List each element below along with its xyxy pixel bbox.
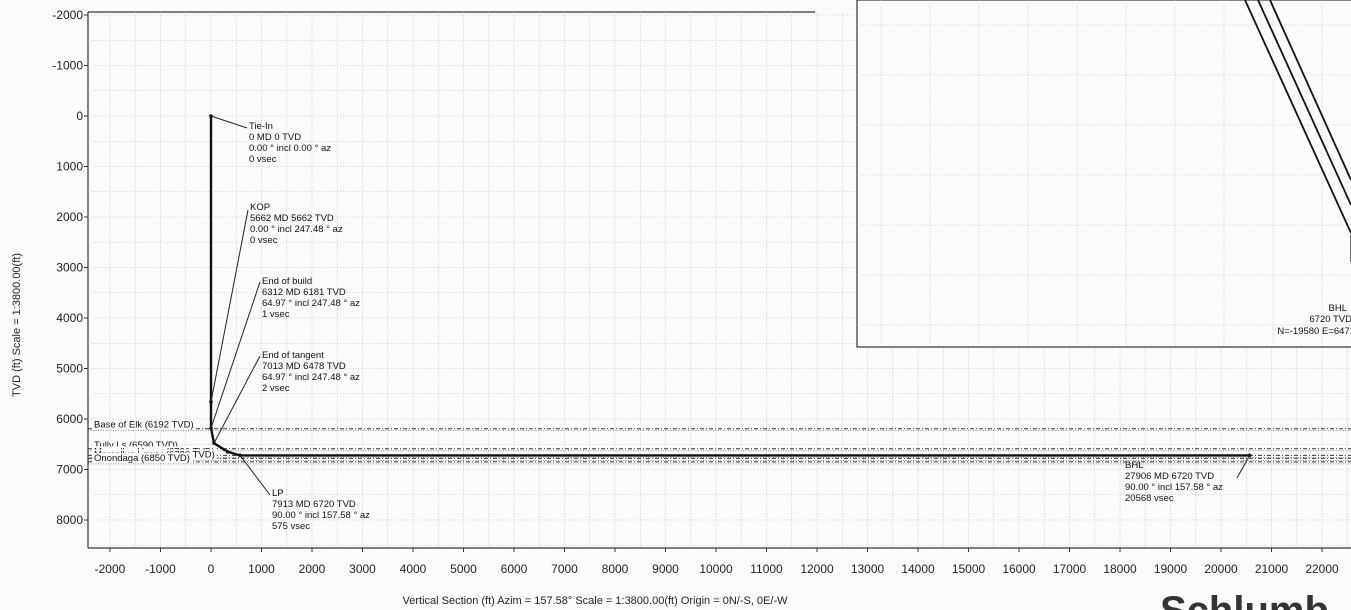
y-tick-label: 5000: [56, 362, 83, 376]
annotation-text: 0 MD 0 TVD: [249, 132, 301, 143]
well-path-point: [212, 441, 216, 445]
formation-labels: Base of Elk (6192 TVD) Tully Ls (6590 TVD…: [92, 419, 217, 464]
x-tick-label: 8000: [602, 562, 629, 576]
x-tick-label: 15000: [952, 562, 986, 576]
y-tick-label: 6000: [56, 412, 83, 426]
annotation-text: 20568 vsec: [1125, 493, 1174, 504]
x-tick-label: 20000: [1204, 562, 1238, 576]
annotation-leader: [210, 115, 248, 129]
formation-label-background: [92, 419, 196, 430]
formation-label: Base of Elk (6192 TVD): [94, 420, 194, 431]
annotation-text: 575 vsec: [272, 521, 310, 532]
x-tick-label: 18000: [1103, 562, 1137, 576]
annotation-text: 6312 MD 6181 TVD: [262, 287, 346, 298]
inset-frame: [856, 0, 1351, 348]
y-tick-label: 1000: [56, 160, 83, 174]
annotation-text: 7013 MD 6478 TVD: [262, 361, 346, 372]
x-tick-label: 4000: [400, 562, 427, 576]
x-tick-label: 2000: [299, 562, 326, 576]
y-tick-labels: -2000 -1000 0 1000 2000 3000 4000 5000 6000 7000 8…: [52, 8, 83, 527]
y-tick-label: -2000: [52, 8, 83, 22]
x-tick-label: 12000: [800, 562, 834, 576]
annotation-leader: [210, 281, 261, 429]
inset-lateral-path: [1257, 0, 1351, 206]
annotation-leaders: [210, 115, 1251, 496]
annotation-leader: [1236, 455, 1251, 479]
annotation-text: 7913 MD 6720 TVD: [272, 499, 356, 510]
annotation-text: End of tangent: [262, 350, 324, 361]
x-tick-label: 9000: [652, 562, 679, 576]
x-tick-label: 7000: [551, 562, 578, 576]
y-tick-label: 4000: [56, 311, 83, 325]
annotation-text: 0 vsec: [250, 235, 278, 246]
y-tick-label: 3000: [56, 261, 83, 275]
y-tick-label: 8000: [56, 513, 83, 527]
annotation-leader: [210, 209, 249, 403]
inset-label: BHL: [1329, 303, 1347, 314]
x-tick-label: 10000: [699, 562, 733, 576]
x-tick-label: 22000: [1305, 562, 1339, 576]
well-path-point: [209, 400, 213, 404]
y-tick-label: 7000: [56, 463, 83, 477]
annotation-text: 90.00 ° incl 157.58 ° az: [272, 510, 370, 521]
x-tick-label: 6000: [501, 562, 528, 576]
annotation-text: KOP: [250, 202, 270, 213]
annotation-text: LP: [272, 488, 284, 499]
formation-label: Tully Ls (6590 TVD): [94, 440, 178, 451]
y-tick-label: -1000: [52, 59, 83, 73]
y-tick-label: 0: [76, 109, 83, 123]
formation-label-background: [92, 452, 192, 463]
x-tick-label: 14000: [901, 562, 935, 576]
x-tick-label: 16000: [1002, 562, 1036, 576]
well-path-point: [225, 450, 230, 454]
x-tick-label: 21000: [1255, 562, 1289, 576]
formation-label-background: [92, 439, 180, 450]
x-tick-label: 17000: [1053, 562, 1087, 576]
y-axis-title: TVD (ft) Scale = 1:3800.00(ft): [11, 253, 23, 397]
inset-label: N=-19580 E=6471: [1277, 326, 1351, 337]
annotation-text: 0.00 ° incl 247.48 ° az: [250, 224, 343, 235]
x-tick-label: 3000: [349, 562, 376, 576]
x-tick-label: 5000: [450, 562, 477, 576]
x-tick-label: -2000: [95, 562, 126, 576]
x-tick-label: 19000: [1154, 562, 1188, 576]
annotation-leader: [213, 355, 261, 444]
x-tick-label: 13000: [851, 562, 885, 576]
annotation-text: 0.00 ° incl 0.00 ° az: [249, 143, 331, 154]
annotation-text: 5662 MD 5662 TVD: [250, 213, 334, 224]
formation-label: Onondaga (6850 TVD): [94, 453, 190, 464]
annotation-text: 64.97 ° incl 247.48 ° az: [262, 372, 360, 383]
annotation-text: 1 vsec: [262, 309, 290, 320]
annotation-text: 0 vsec: [249, 154, 277, 165]
x-tick-label: 1000: [248, 562, 275, 576]
annotation-text: 2 vsec: [262, 383, 290, 394]
annotation-text: End of build: [262, 276, 312, 287]
annotation-leader: [239, 455, 271, 496]
x-tick-label: 0: [208, 562, 215, 576]
annotation-text: 27906 MD 6720 TVD: [1125, 471, 1214, 482]
x-axis-title: Vertical Section (ft) Azim = 157.58° Sca…: [403, 595, 789, 607]
company-logo: Schlumb: [1160, 589, 1329, 610]
x-tick-labels: -2000 -1000 0 1000 2000 3000 4000 5000 6000 7000 8…: [95, 562, 1339, 576]
annotation-text: Tie-In: [249, 121, 273, 132]
y-tick-label: 2000: [56, 210, 83, 224]
inset-lateral-path: [1269, 0, 1351, 181]
annotation-text: 90.00 ° incl 157.58 ° az: [1125, 482, 1223, 493]
x-tick-label: 11000: [750, 562, 783, 576]
annotation-text: 64.97 ° incl 247.48 ° az: [262, 298, 360, 309]
x-tick-label: -1000: [145, 562, 176, 576]
formation-lines: [88, 428, 1351, 465]
annotation-text: BHL: [1125, 460, 1143, 471]
inset-lateral-path: [1244, 0, 1351, 234]
inset-label: 6720 TVD: [1309, 314, 1351, 325]
